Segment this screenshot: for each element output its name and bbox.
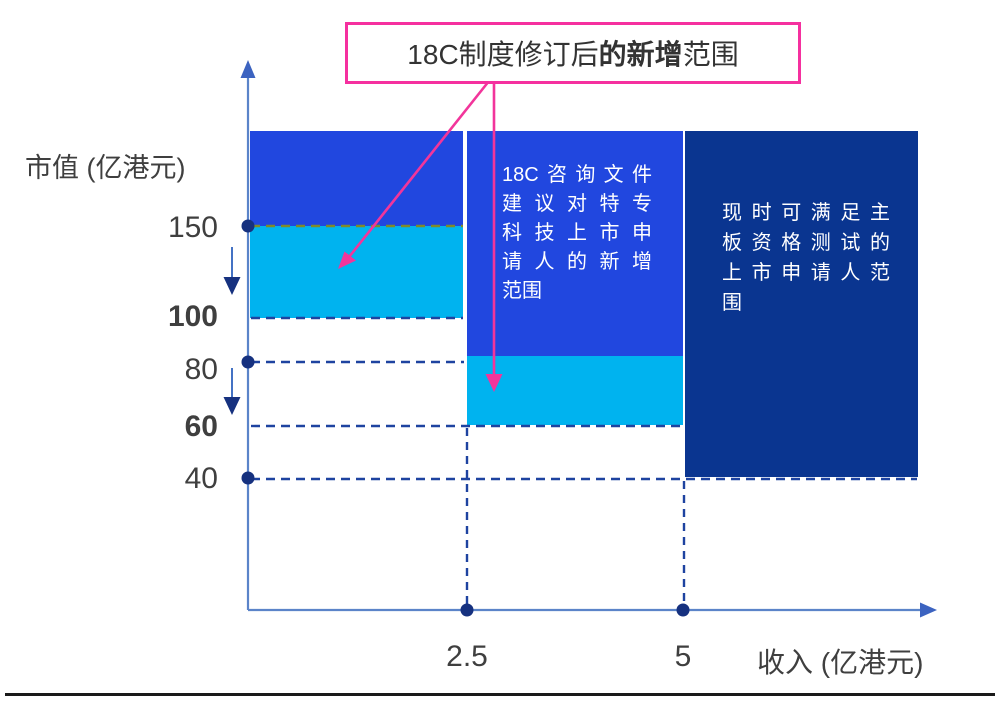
axis-dot-5 xyxy=(676,603,690,617)
main-board-label-line: 现时可满足主 xyxy=(722,202,890,224)
main-board-label-line: 围 xyxy=(722,292,742,314)
x-tick-2-5: 2.5 xyxy=(446,640,488,673)
y-tick-150: 150 xyxy=(167,211,218,244)
axis-dot-2-5 xyxy=(460,603,474,617)
x-axis-title: 收入 (亿港元) xyxy=(757,647,924,678)
x-tick-5: 5 xyxy=(674,640,692,673)
annotation-title-box: 18C制度修订后 的新增 范围 xyxy=(345,22,801,84)
axis-dot-80 xyxy=(241,355,255,369)
consultation-label-line: 建议对特专 xyxy=(502,193,652,215)
x-axis-arrow-right-icon xyxy=(920,602,937,618)
main-board-region-label: 现时可满足主 板资格测试的 上市申请人范 围 xyxy=(722,198,890,318)
annotation-title-bold: 的新增 xyxy=(598,39,683,70)
consultation-label-line: 范围 xyxy=(502,280,542,302)
threshold-down-arrow-150-100-icon xyxy=(223,247,241,295)
annotation-title-suffix: 范围 xyxy=(682,39,739,70)
threshold-down-arrow-80-60-icon xyxy=(223,368,241,415)
region-left-royal xyxy=(250,131,463,226)
consultation-label-line: 18C咨询文件 xyxy=(502,164,652,186)
y-tick-100: 100 xyxy=(167,300,218,333)
consultation-label-line: 请人的新增 xyxy=(502,251,652,273)
y-tick-40: 40 xyxy=(184,462,218,495)
main-board-label-line: 板资格测试的 xyxy=(722,232,890,254)
region-mid-cyan-new-range xyxy=(467,356,683,425)
bottom-divider xyxy=(5,693,995,696)
y-axis-title: 市值 (亿港元) xyxy=(25,153,186,183)
main-board-label-line: 上市申请人范 xyxy=(722,262,890,284)
y-axis-arrow-up-icon xyxy=(240,60,256,78)
region-main-board-navy xyxy=(685,131,918,477)
axis-dot-40 xyxy=(241,471,255,485)
y-tick-60: 60 xyxy=(184,410,218,443)
region-left-cyan-new-range xyxy=(250,226,463,318)
y-tick-80: 80 xyxy=(184,353,218,386)
annotation-title-prefix: 18C制度修订后 xyxy=(407,39,599,70)
consultation-label-line: 科技上市申 xyxy=(502,222,652,244)
region-mid-royal-consultation xyxy=(467,131,683,356)
consultation-region-label: 18C咨询文件 建议对特专 科技上市申 请人的新增 范围 xyxy=(502,161,652,306)
